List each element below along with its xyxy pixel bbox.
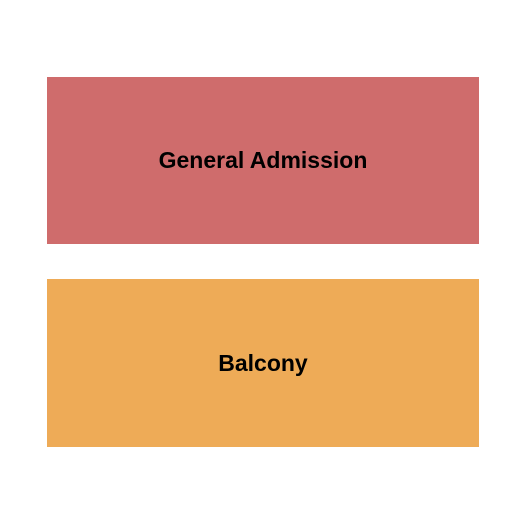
section-general-admission[interactable]: General Admission [47,77,479,244]
seating-chart-container: General Admission Balcony [47,77,479,447]
section-label: Balcony [218,350,307,377]
section-label: General Admission [159,147,368,174]
section-balcony[interactable]: Balcony [47,279,479,447]
